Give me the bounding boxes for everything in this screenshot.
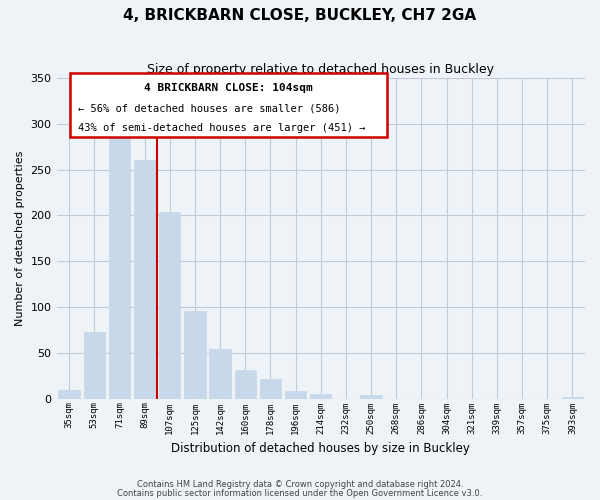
Bar xyxy=(260,380,281,398)
Text: Contains public sector information licensed under the Open Government Licence v3: Contains public sector information licen… xyxy=(118,488,482,498)
FancyBboxPatch shape xyxy=(70,73,387,138)
X-axis label: Distribution of detached houses by size in Buckley: Distribution of detached houses by size … xyxy=(172,442,470,455)
Text: 43% of semi-detached houses are larger (451) →: 43% of semi-detached houses are larger (… xyxy=(77,123,365,133)
Bar xyxy=(109,136,130,398)
Bar xyxy=(562,397,583,398)
Text: ← 56% of detached houses are smaller (586): ← 56% of detached houses are smaller (58… xyxy=(77,104,340,114)
Bar xyxy=(83,332,105,398)
Bar xyxy=(235,370,256,398)
Bar xyxy=(159,212,181,398)
Bar xyxy=(310,394,331,398)
Title: Size of property relative to detached houses in Buckley: Size of property relative to detached ho… xyxy=(147,62,494,76)
Text: 4 BRICKBARN CLOSE: 104sqm: 4 BRICKBARN CLOSE: 104sqm xyxy=(144,83,313,93)
Bar xyxy=(209,349,231,399)
Bar xyxy=(58,390,80,398)
Bar xyxy=(184,310,206,398)
Bar xyxy=(285,392,307,398)
Y-axis label: Number of detached properties: Number of detached properties xyxy=(15,150,25,326)
Text: Contains HM Land Registry data © Crown copyright and database right 2024.: Contains HM Land Registry data © Crown c… xyxy=(137,480,463,489)
Bar xyxy=(134,160,155,398)
Bar xyxy=(361,395,382,398)
Text: 4, BRICKBARN CLOSE, BUCKLEY, CH7 2GA: 4, BRICKBARN CLOSE, BUCKLEY, CH7 2GA xyxy=(124,8,476,22)
